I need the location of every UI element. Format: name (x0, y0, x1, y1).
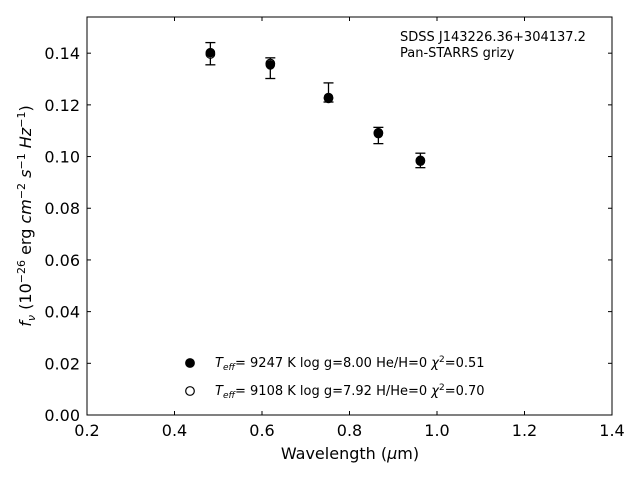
y-tick-label: 0.02 (44, 354, 80, 373)
x-tick-label: 0.2 (74, 421, 99, 440)
y-tick-label: 0.14 (44, 44, 80, 63)
x-tick-label: 1.0 (424, 421, 449, 440)
y-tick-label: 0.10 (44, 148, 80, 167)
model-point-filled (373, 128, 384, 139)
x-tick-label: 0.8 (337, 421, 362, 440)
plot-area (205, 41, 426, 169)
legend-filled-label: Teff= 9247 K log g=8.00 He/H=0 χ2=0.51 (215, 355, 485, 373)
legend: Teff= 9247 K log g=8.00 He/H=0 χ2=0.51 Te… (185, 355, 485, 401)
x-tick-label: 1.2 (512, 421, 537, 440)
annotation-line-1: SDSS J143226.36+304137.2 (400, 30, 586, 45)
axes: 0.2 0.4 0.6 0.8 1.0 1.2 1.4 0.00 0.02 0.04 0.06 0.0… (44, 16, 625, 440)
model-point-filled (323, 93, 334, 104)
x-tick-label: 1.4 (599, 421, 624, 440)
model-point-filled (205, 47, 216, 58)
x-axis-label: Wavelength (μm) (281, 444, 419, 463)
legend-open-marker (185, 386, 195, 396)
y-axis-label: fν (10−26 erg cm−2 s−1 Hz−1) (15, 105, 38, 326)
x-tick-label: 0.6 (249, 421, 274, 440)
model-point-filled (415, 156, 426, 167)
svg-text:fν (10−26 erg cm−2 s−1 Hz−1): fν (10−26 erg cm−2 s−1 Hz−1) (15, 105, 38, 326)
y-tick-label: 0.00 (44, 406, 80, 425)
y-tick-label: 0.12 (44, 96, 80, 115)
model-point-filled (265, 60, 276, 70)
y-tick-label: 0.04 (44, 303, 80, 322)
legend-open-label: Teff= 9108 K log g=7.92 H/He=0 χ2=0.70 (215, 383, 485, 401)
y-tick-label: 0.06 (44, 251, 80, 270)
x-tick-label: 0.4 (162, 421, 187, 440)
annotation-line-2: Pan-STARRS grizy (400, 46, 515, 61)
legend-filled-marker (185, 358, 195, 368)
annotation: SDSS J143226.36+304137.2 Pan-STARRS griz… (400, 30, 586, 61)
y-tick-label: 0.08 (44, 199, 80, 218)
